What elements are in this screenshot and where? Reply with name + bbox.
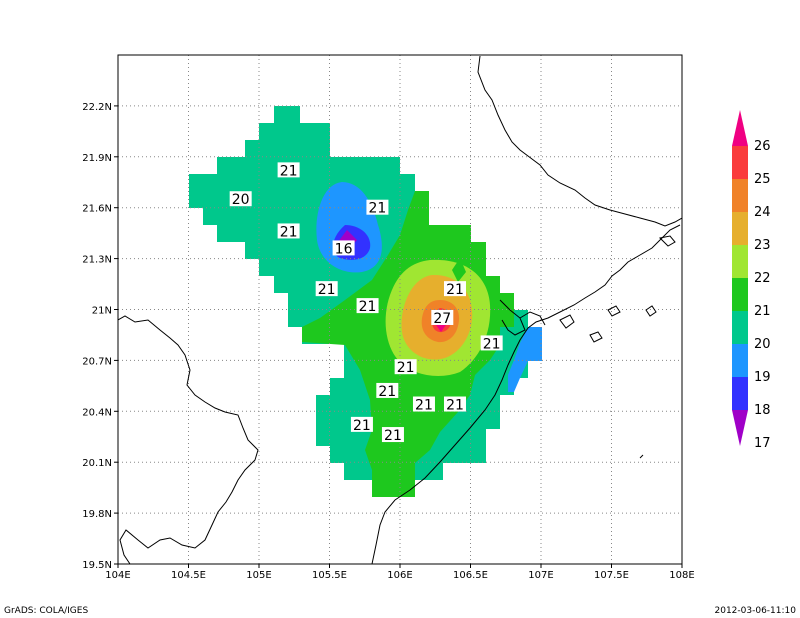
contour-label-bg [381, 427, 404, 443]
contour-label: 21 [356, 298, 379, 315]
colorbar-label: 19 [754, 370, 771, 385]
colorbar-label: 22 [754, 271, 771, 286]
colorbar-label: 18 [754, 403, 771, 418]
contour-label: 21 [277, 162, 300, 179]
contour-label: 21 [315, 281, 338, 298]
contour-label: 21 [277, 223, 300, 240]
x-tick-label: 104.5E [171, 570, 206, 581]
contour-label-text: 21 [397, 360, 415, 376]
footer-credit: GrADS: COLA/IGES [4, 606, 88, 616]
y-tick-label: 22.2N [82, 102, 112, 113]
colorbar-label: 17 [754, 436, 771, 451]
contour-label-bg [350, 416, 373, 432]
x-tick-label: 106E [387, 570, 412, 581]
y-tick-label: 21.9N [82, 153, 112, 164]
contour-label: 21 [381, 427, 404, 444]
contour-label: 21 [350, 416, 373, 434]
colorbar-segment [732, 278, 748, 311]
x-tick-label: 105.5E [312, 570, 347, 581]
coastline [118, 55, 682, 564]
y-tick-label: 19.5N [82, 560, 112, 571]
colorbar-segment [732, 245, 748, 278]
colorbar-segment [732, 179, 748, 212]
colorbar: 26 25 24 23 22 21 20 19 18 17 [732, 110, 771, 451]
contour-label-text: 20 [232, 192, 250, 208]
contour-label-bg [277, 162, 300, 178]
colorbar-label: 23 [754, 238, 771, 253]
contour-label-bg [332, 240, 355, 256]
footer-timestamp: 2012-03-06-11:10 [715, 606, 797, 616]
grid-lines [118, 55, 682, 564]
x-tick-label: 108E [669, 570, 694, 581]
colorbar-label: 25 [754, 172, 771, 187]
x-axis-ticks: 104E 104.5E 105E 105.5E 106E 106.5E 107E 107.5E… [105, 564, 695, 581]
contour-label: 20 [229, 191, 252, 208]
contour-label: 21 [480, 335, 503, 352]
contour-label-bg [315, 281, 338, 297]
colorbar-label: 24 [754, 205, 771, 220]
contour-label: 21 [376, 382, 399, 400]
contour-label-bg [376, 382, 399, 398]
contour-label-bg [356, 298, 379, 314]
contour-label-text: 21 [384, 428, 402, 444]
contour-label-bg [431, 309, 454, 325]
y-axis-ticks: 19.5N 19.8N 20.1N 20.4N 20.7N 21N 21.3N 21.6N 21… [82, 102, 118, 571]
colorbar-top-arrow [732, 110, 748, 146]
contour-label-text: 21 [483, 336, 501, 352]
contour-label-bg [443, 281, 466, 297]
colorbar-label: 21 [754, 304, 771, 319]
y-tick-label: 19.8N [82, 509, 112, 520]
y-tick-label: 21N [92, 306, 112, 317]
x-tick-label: 105E [246, 570, 271, 581]
y-tick-label: 20.7N [82, 356, 112, 367]
contour-label: 21 [412, 396, 435, 414]
region-19-coast [508, 327, 542, 392]
colorbar-label: 20 [754, 337, 771, 352]
contour-label-bg [412, 396, 435, 412]
contour-label-bg [394, 359, 417, 375]
contour-label-bg [366, 199, 389, 215]
contour-label-text: 21 [280, 224, 298, 240]
y-tick-label: 21.3N [82, 255, 112, 266]
contour-label: 27 [431, 309, 454, 327]
contour-label-text: 21 [353, 418, 371, 434]
colorbar-label: 26 [754, 139, 771, 154]
contour-label-bg [480, 335, 503, 351]
contour-label-bg [277, 223, 300, 239]
y-tick-label: 20.1N [82, 458, 112, 469]
contour-label-text: 16 [335, 241, 353, 257]
contour-label-text: 21 [446, 282, 464, 298]
contour-label-bg [229, 191, 252, 207]
contour-label: 16 [332, 240, 355, 257]
contour-label: 21 [443, 281, 466, 298]
contour-label-text: 27 [433, 311, 451, 327]
y-tick-label: 20.4N [82, 407, 112, 418]
colorbar-segment [732, 146, 748, 179]
contour-label: 21 [443, 396, 466, 414]
colorbar-segment [732, 377, 748, 410]
contour-label: 21 [366, 199, 389, 217]
contour-label-text: 21 [318, 282, 336, 298]
x-tick-label: 104E [105, 570, 130, 581]
contour-label-text: 21 [446, 398, 464, 414]
contour-label-text: 21 [378, 384, 396, 400]
y-tick-label: 21.6N [82, 204, 112, 215]
contour-label: 21 [394, 359, 417, 376]
x-tick-label: 107.5E [594, 570, 629, 581]
colorbar-segment [732, 212, 748, 245]
colorbar-bottom-arrow [732, 410, 748, 446]
contour-label-text: 21 [280, 163, 298, 179]
colorbar-segment [732, 311, 748, 344]
contour-label-text: 21 [415, 398, 433, 414]
x-tick-label: 107E [528, 570, 553, 581]
colorbar-segment [732, 344, 748, 377]
region-21-notch [452, 258, 466, 282]
contour-label-bg [443, 396, 466, 412]
x-tick-label: 106.5E [453, 570, 488, 581]
contour-label-text: 21 [369, 201, 387, 217]
contour-label-text: 21 [359, 299, 377, 315]
